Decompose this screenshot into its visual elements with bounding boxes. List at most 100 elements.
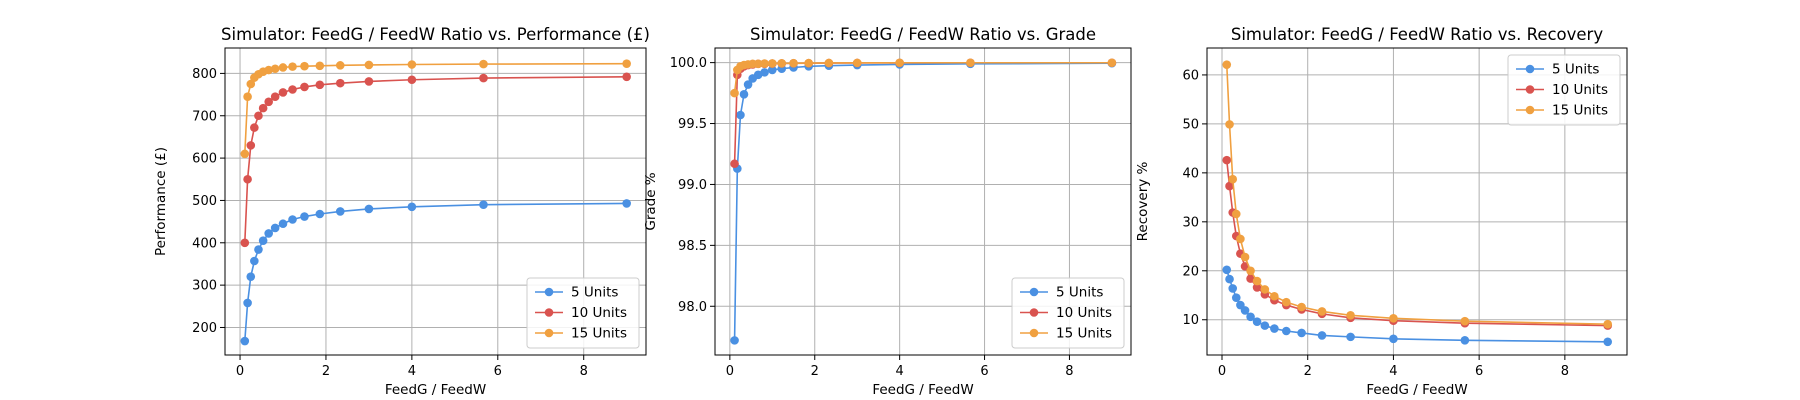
data-point: [760, 68, 769, 77]
data-point: [254, 245, 263, 254]
legend-label: 5 Units: [1552, 62, 1599, 78]
data-point: [1228, 284, 1238, 293]
data-point: [407, 75, 417, 85]
data-point: [1297, 328, 1306, 338]
data-point: [243, 174, 252, 184]
data-point: [1228, 174, 1238, 184]
plot-frame: [714, 47, 1132, 356]
y-axis-label: Recovery %: [1135, 161, 1151, 241]
legend-label: 15 Units: [1552, 103, 1608, 119]
data-point: [730, 88, 739, 98]
chart-panel-2: 0 2 4 6 8 98.0 98.5 99.0 99.5 100.0 Simulator: Fee…: [643, 25, 1132, 398]
data-point: [240, 336, 250, 346]
chart-title: Simulator: FeedG / FeedW Ratio vs. Recov…: [1231, 25, 1603, 44]
data-point: [1317, 331, 1327, 340]
data-point: [1270, 324, 1279, 333]
data-point: [1281, 326, 1291, 336]
data-point: [736, 110, 745, 120]
data-point: [1222, 155, 1232, 165]
data-point: [315, 209, 325, 219]
y-tick-label: 700: [192, 109, 217, 124]
y-tick-label: 400: [192, 236, 217, 251]
legend-swatch-marker: [544, 287, 554, 297]
data-point: [1240, 252, 1250, 262]
data-point: [264, 97, 273, 107]
data-point: [1225, 181, 1234, 191]
legend-label: 10 Units: [1552, 82, 1608, 98]
data-point: [364, 77, 374, 86]
x-axis-label: FeedG / FeedW: [385, 382, 486, 398]
x-tick-label: 2: [811, 364, 819, 379]
data-point: [288, 85, 297, 94]
data-point: [1240, 306, 1250, 315]
data-point: [1225, 274, 1234, 284]
data-point: [1603, 337, 1613, 347]
data-point: [1460, 316, 1470, 326]
data-point: [254, 111, 263, 121]
data-point: [479, 59, 488, 69]
data-point: [243, 92, 252, 101]
data-point: [479, 200, 488, 209]
x-axis-label: FeedG / FeedW: [1366, 382, 1467, 398]
data-point: [1260, 285, 1270, 294]
data-point: [824, 58, 834, 68]
data-point: [1222, 265, 1232, 275]
data-point: [1270, 291, 1279, 301]
data-point: [364, 204, 374, 214]
data-point: [1252, 283, 1262, 292]
data-point: [768, 65, 777, 75]
data-point: [315, 61, 325, 71]
y-tick-label: 98.0: [678, 300, 707, 315]
data-point: [278, 219, 288, 229]
data-point: [1252, 276, 1262, 286]
data-point: [335, 61, 345, 70]
data-point: [335, 207, 345, 216]
data-point: [1231, 209, 1241, 219]
data-point: [966, 58, 975, 68]
data-point: [246, 79, 256, 89]
data-point: [270, 223, 280, 233]
plot-frame: [1206, 47, 1628, 356]
legend-label: 5 Units: [1056, 285, 1103, 301]
legend-swatch-marker: [544, 328, 554, 338]
data-point: [264, 229, 273, 238]
data-point: [895, 58, 904, 68]
data-point: [760, 59, 769, 68]
series-line-10-units: [733, 61, 1112, 164]
data-point: [730, 336, 739, 345]
data-point: [1603, 319, 1613, 329]
chart-panel-1: 0 2 4 6 8 200 300 400 500 600 700 800 Simulator: Fee…: [153, 25, 650, 398]
y-tick-label: 98.5: [678, 239, 707, 254]
x-tick-label: 2: [322, 364, 330, 379]
data-point: [270, 92, 280, 101]
data-point: [1389, 334, 1398, 344]
data-point: [1107, 58, 1117, 68]
data-point: [315, 80, 325, 90]
legend-swatch-marker: [1525, 85, 1535, 94]
data-point: [1222, 60, 1232, 69]
y-tick-label: 10: [1182, 313, 1199, 328]
y-tick-label: 600: [192, 152, 217, 167]
legend-swatch-marker: [1525, 64, 1535, 74]
data-point: [264, 65, 273, 75]
legend-label: 15 Units: [1056, 326, 1112, 342]
data-point: [1297, 302, 1306, 312]
data-point: [622, 59, 631, 68]
legend: 5 Units 10 Units 15 Units: [1011, 277, 1125, 349]
data-point: [1231, 293, 1241, 303]
data-point: [768, 59, 777, 68]
data-point: [1389, 313, 1398, 323]
legend-box: [526, 277, 640, 349]
data-point: [753, 59, 763, 69]
y-tick-label: 500: [192, 194, 217, 209]
data-point: [1246, 274, 1255, 283]
x-tick-label: 8: [580, 364, 588, 379]
data-point: [622, 72, 631, 82]
y-tick-label: 99.5: [678, 117, 707, 132]
data-point: [789, 58, 798, 68]
data-point: [278, 63, 288, 72]
chart-title: Simulator: FeedG / FeedW Ratio vs. Perfo…: [221, 25, 650, 44]
legend: 5 Units 10 Units 15 Units: [1507, 54, 1621, 126]
data-point: [407, 60, 417, 69]
x-tick-label: 4: [1389, 364, 1397, 379]
